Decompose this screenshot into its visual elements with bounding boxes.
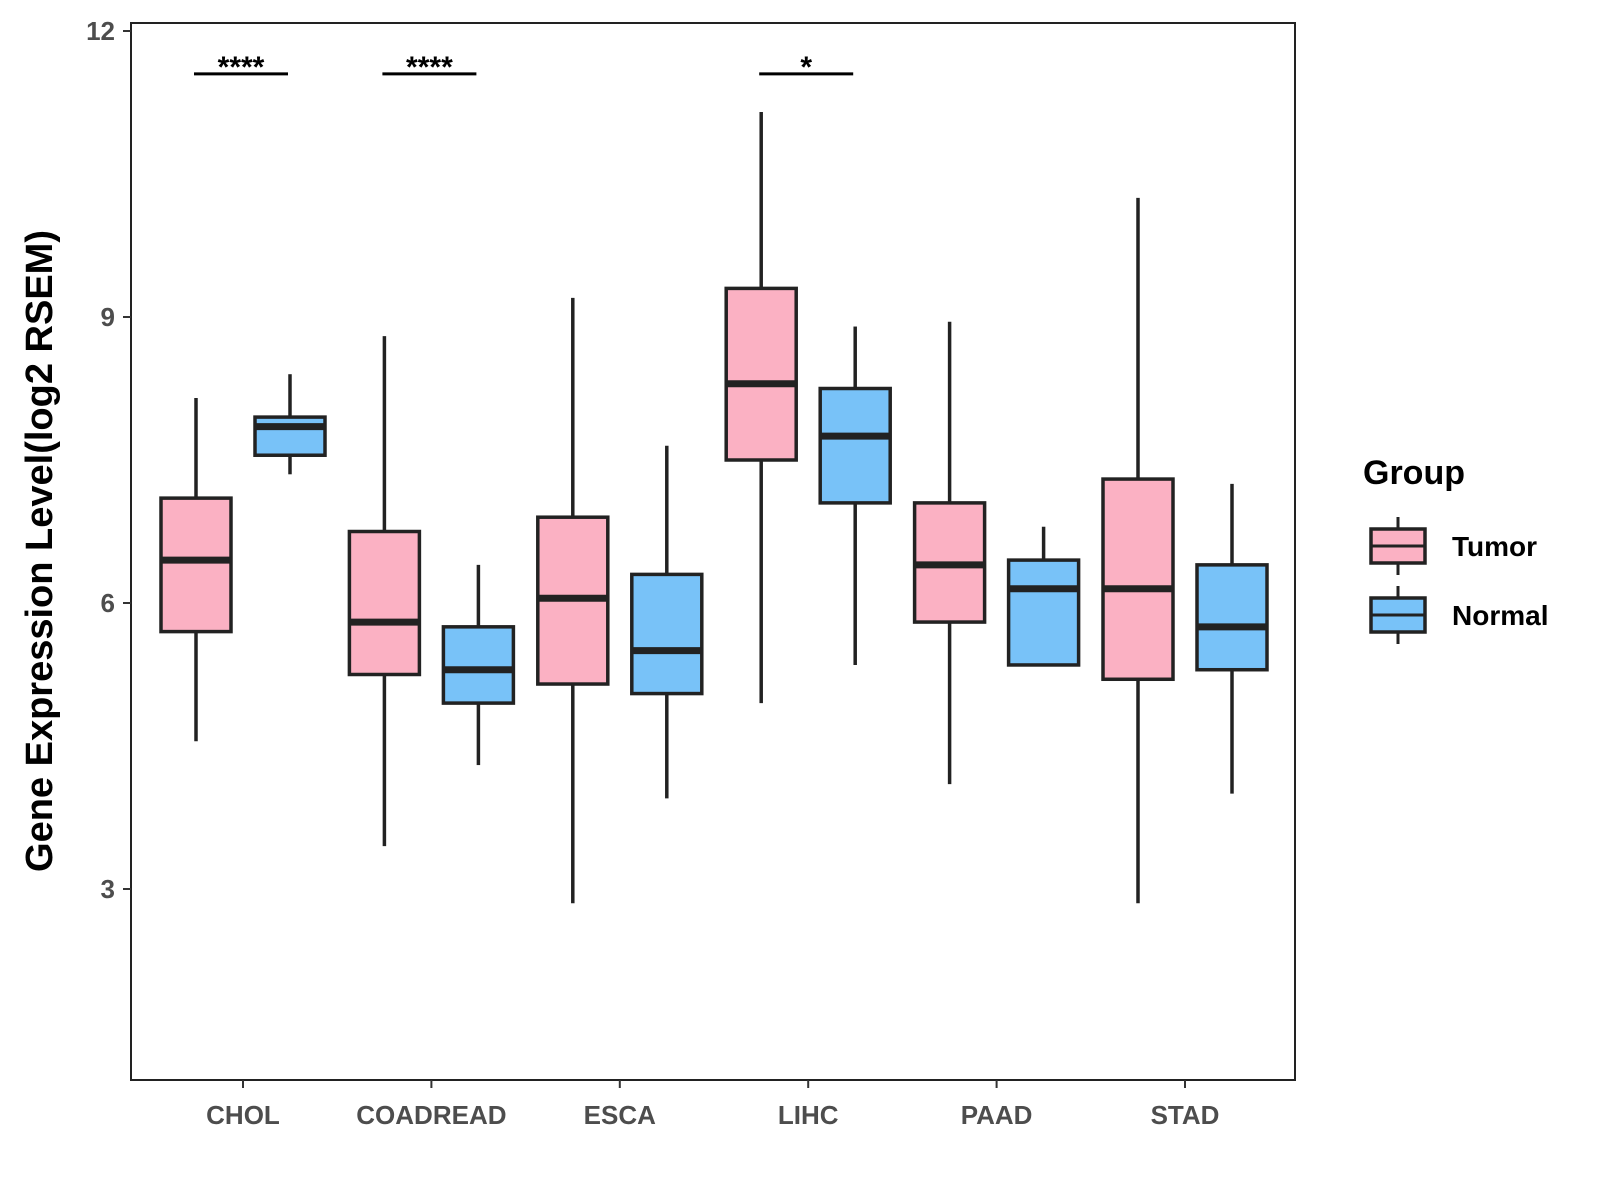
significance-annotations: **** **** * bbox=[194, 51, 854, 84]
significance-label: * bbox=[800, 51, 812, 84]
significance-label: **** bbox=[406, 51, 453, 84]
legend-label: Tumor bbox=[1452, 531, 1537, 562]
y-axis: 3 6 9 12 bbox=[86, 16, 131, 904]
legend-label: Normal bbox=[1452, 600, 1548, 631]
x-tick-label: PAAD bbox=[961, 1100, 1033, 1130]
x-tick-label: COADREAD bbox=[356, 1100, 506, 1130]
box-normal-lihc bbox=[818, 326, 892, 665]
x-tick-label: LIHC bbox=[778, 1100, 839, 1130]
x-tick-label: ESCA bbox=[584, 1100, 656, 1130]
box-iqr bbox=[724, 286, 798, 462]
significance-label: **** bbox=[218, 51, 265, 84]
legend-key-tumor bbox=[1369, 517, 1427, 575]
box-normal-paad bbox=[1006, 526, 1081, 667]
x-axis: CHOL COADREAD ESCA LIHC PAAD STAD bbox=[206, 1080, 1219, 1130]
box-iqr bbox=[1101, 477, 1175, 682]
box-iqr bbox=[347, 529, 422, 677]
x-tick-label: CHOL bbox=[206, 1100, 280, 1130]
y-tick-label: 3 bbox=[101, 874, 115, 904]
box-tumor-chol bbox=[159, 398, 233, 742]
box-iqr bbox=[630, 572, 704, 696]
box-normal-coadread bbox=[441, 564, 516, 766]
box-normal-esca bbox=[630, 445, 704, 799]
y-tick-label: 6 bbox=[101, 588, 115, 618]
box-series bbox=[159, 112, 1269, 904]
box-iqr bbox=[1195, 563, 1269, 672]
box-tumor-coadread bbox=[347, 336, 422, 847]
plot-panel bbox=[130, 22, 1296, 1081]
box-tumor-stad bbox=[1101, 197, 1175, 904]
box-tumor-esca bbox=[536, 297, 610, 904]
y-tick-label: 12 bbox=[86, 16, 115, 46]
legend-title: Group bbox=[1363, 454, 1465, 492]
y-tick-label: 9 bbox=[101, 302, 115, 332]
box-iqr bbox=[1006, 558, 1081, 667]
box-tumor-paad bbox=[912, 321, 987, 785]
box-normal-chol bbox=[253, 374, 327, 475]
box-iqr bbox=[818, 386, 892, 505]
box-iqr bbox=[441, 625, 516, 705]
y-axis-title: Gene Expression Level(log2 RSEM) bbox=[19, 230, 61, 872]
x-tick-label: STAD bbox=[1151, 1100, 1220, 1130]
box-tumor-lihc bbox=[724, 112, 798, 704]
legend: Group Tumor Normal bbox=[1363, 454, 1548, 644]
legend-key-normal bbox=[1369, 586, 1427, 644]
box-iqr bbox=[159, 496, 233, 634]
box-iqr bbox=[253, 415, 327, 457]
box-normal-stad bbox=[1195, 483, 1269, 794]
